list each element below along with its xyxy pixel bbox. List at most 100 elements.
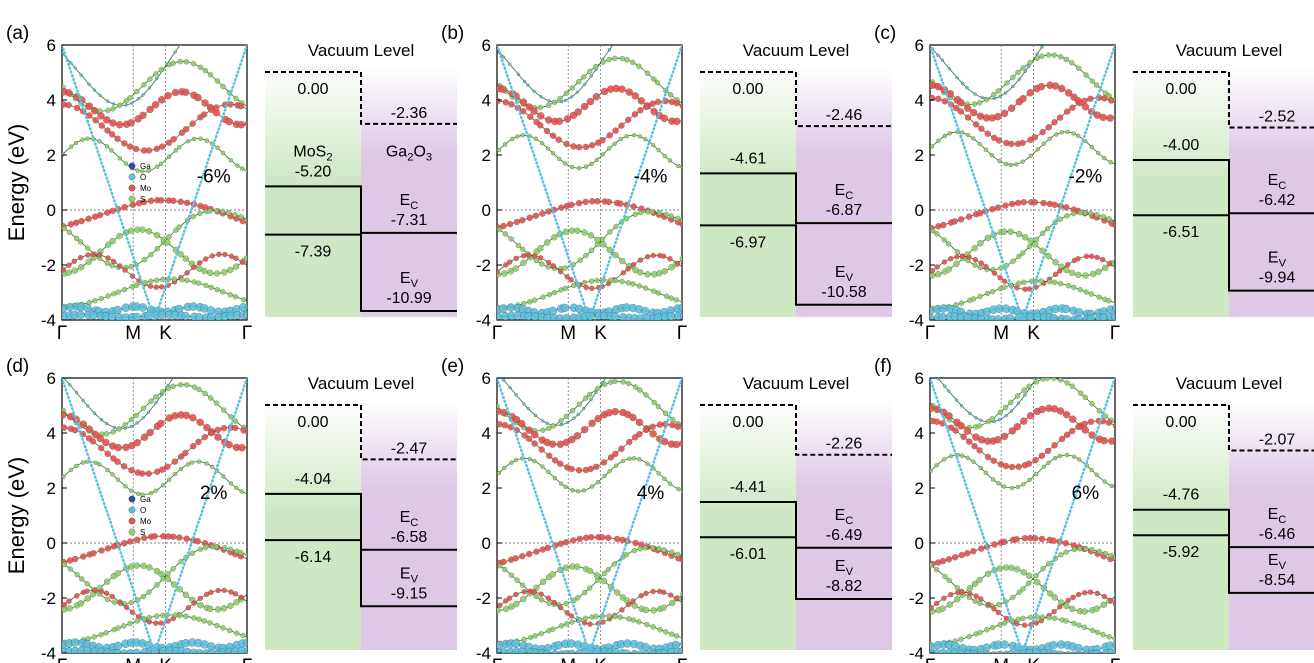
band-marker-o bbox=[1063, 315, 1072, 320]
band-marker-s bbox=[1027, 59, 1033, 66]
band-marker-s bbox=[213, 270, 221, 277]
legend-marker-s bbox=[128, 195, 136, 203]
band-marker-o bbox=[501, 378, 506, 382]
mos2-cbm-value: -5.20 bbox=[295, 163, 332, 180]
band-marker-s bbox=[160, 483, 166, 488]
band-marker-o bbox=[211, 19, 214, 22]
energy-tick-label: 4 bbox=[482, 91, 491, 110]
band-marker-s bbox=[116, 426, 122, 432]
band-marker-s bbox=[1027, 614, 1034, 621]
band-marker-mo bbox=[941, 595, 947, 601]
band-marker-s bbox=[177, 58, 183, 65]
ga2o3-vacuum-value: -2.47 bbox=[391, 440, 428, 457]
mos2-cbm-value: -4.00 bbox=[1163, 137, 1200, 154]
band-marker-s bbox=[539, 141, 545, 146]
band-marker-s bbox=[976, 423, 983, 429]
band-marker-s bbox=[582, 589, 588, 596]
band-marker-s bbox=[1063, 618, 1069, 624]
band-marker-s bbox=[246, 217, 247, 222]
panel-e: (e)-4-20246ΓMKΓ4%Vacuum Level0.00-2.26-4… bbox=[441, 356, 892, 663]
legend-marker-mo bbox=[128, 517, 136, 525]
band-marker-mo bbox=[637, 107, 644, 114]
band-marker-s bbox=[196, 386, 202, 393]
band-marker-mo bbox=[1002, 202, 1009, 209]
band-marker-mo bbox=[232, 424, 239, 432]
band-marker-o bbox=[1102, 348, 1105, 351]
band-marker-o bbox=[1065, 341, 1068, 344]
band-marker-o bbox=[947, 389, 951, 393]
band-marker-mo bbox=[62, 602, 68, 608]
band-marker-mo bbox=[201, 433, 208, 441]
band-marker-mo bbox=[197, 595, 203, 602]
band-marker-s bbox=[966, 132, 971, 138]
band-marker-mo bbox=[1038, 405, 1046, 414]
band-marker-mo bbox=[649, 423, 656, 430]
band-marker-s bbox=[1015, 484, 1020, 490]
band-marker-s bbox=[246, 635, 247, 640]
panel-letter-label: (a) bbox=[6, 23, 29, 44]
valence-band-label: EV bbox=[835, 558, 854, 578]
band-marker-o bbox=[572, 416, 576, 420]
band-marker-s bbox=[185, 462, 191, 467]
band-marker-s bbox=[189, 550, 195, 556]
band-marker-o bbox=[1112, 648, 1115, 653]
band-marker-mo bbox=[237, 103, 245, 110]
band-marker-s bbox=[148, 278, 154, 284]
band-marker-s bbox=[971, 101, 978, 107]
band-marker-mo bbox=[978, 125, 985, 132]
band-marker-s bbox=[1063, 549, 1069, 555]
band-marker-o bbox=[1109, 32, 1112, 35]
band-marker-mo bbox=[1112, 601, 1115, 607]
band-marker-o bbox=[205, 343, 208, 346]
band-marker-o bbox=[674, 311, 682, 320]
band-marker-s bbox=[233, 599, 240, 606]
mos2-vbm-value: -5.92 bbox=[1163, 544, 1200, 561]
band-marker-mo bbox=[86, 112, 93, 119]
band-marker-mo bbox=[1051, 119, 1058, 126]
band-marker-mo bbox=[1087, 95, 1094, 102]
band-marker-o bbox=[589, 74, 593, 78]
band-marker-mo bbox=[600, 459, 608, 466]
band-marker-mo bbox=[153, 145, 160, 152]
vacuum-level-label: Vacuum Level bbox=[1176, 374, 1282, 393]
band-marker-s bbox=[110, 429, 116, 435]
band-marker-s bbox=[133, 562, 141, 569]
band-marker-mo bbox=[141, 534, 148, 542]
band-marker-mo bbox=[123, 604, 130, 611]
band-marker-o bbox=[1110, 312, 1115, 320]
band-marker-s bbox=[1096, 408, 1103, 414]
panel-letter-label: (d) bbox=[6, 356, 29, 377]
band-marker-o bbox=[622, 649, 631, 653]
band-marker-s bbox=[220, 289, 226, 295]
band-marker-s bbox=[1001, 284, 1008, 290]
band-marker-mo bbox=[545, 116, 553, 124]
band-marker-mo bbox=[1062, 540, 1070, 547]
band-marker-s bbox=[563, 161, 568, 166]
band-marker-mo bbox=[109, 131, 116, 138]
legend-marker-ga bbox=[128, 162, 136, 170]
band-marker-s bbox=[631, 133, 637, 138]
band-marker-mo bbox=[654, 98, 662, 106]
band-marker-mo bbox=[964, 114, 972, 121]
band-marker-s bbox=[540, 427, 546, 433]
k-point-label: Γ bbox=[677, 656, 687, 663]
band-marker-s bbox=[1094, 629, 1101, 636]
band-marker-s bbox=[642, 606, 650, 614]
band-marker-mo bbox=[555, 136, 562, 143]
band-marker-s bbox=[1015, 230, 1023, 238]
band-marker-s bbox=[228, 481, 234, 486]
band-marker-mo bbox=[500, 408, 508, 417]
energy-tick-label: 0 bbox=[915, 201, 924, 220]
vacuum-level-line bbox=[1133, 404, 1314, 452]
band-marker-mo bbox=[1057, 604, 1063, 610]
band-marker-mo bbox=[521, 589, 527, 595]
band-marker-mo bbox=[72, 555, 79, 563]
energy-tick-label: 2 bbox=[47, 146, 56, 165]
band-marker-o bbox=[119, 649, 129, 653]
band-marker-mo bbox=[531, 589, 537, 595]
band-marker-s bbox=[179, 277, 185, 283]
band-marker-s bbox=[644, 271, 651, 278]
band-marker-mo bbox=[74, 593, 80, 599]
k-point-label: K bbox=[594, 656, 607, 663]
band-marker-mo bbox=[158, 620, 164, 626]
